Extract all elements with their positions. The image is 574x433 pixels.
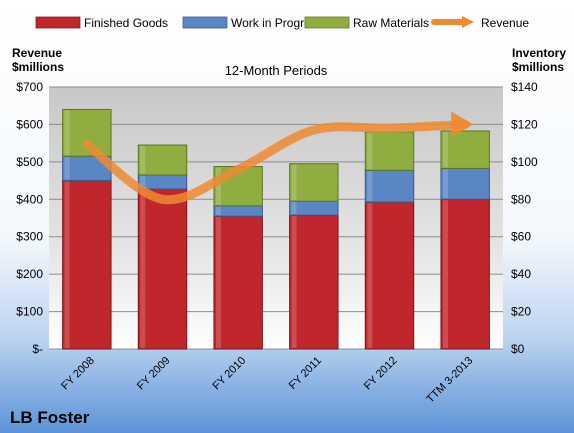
legend: Finished Goods Work in Progress Raw Mate… xyxy=(35,16,529,30)
bar-highlight xyxy=(140,189,146,348)
bar-highlight xyxy=(64,181,70,348)
left-tick-label: $200 xyxy=(16,267,43,281)
bar-highlight xyxy=(291,164,297,201)
left-axis-title-line2: $millions xyxy=(12,60,64,74)
revenue-point xyxy=(86,143,88,145)
bar-highlight xyxy=(215,167,221,205)
right-tick-label: $80 xyxy=(511,192,531,206)
right-tick-label: $100 xyxy=(511,155,538,169)
bar-finished-goods xyxy=(137,188,188,350)
right-axis: $0 $20 $40 $60 $80 $100 $120 $140 xyxy=(511,80,538,356)
bar-highlight xyxy=(442,169,448,199)
bar-finished-goods xyxy=(440,198,490,350)
revenue-point xyxy=(464,123,466,125)
right-axis-title-line1: Inventory xyxy=(512,46,566,60)
legend-label-raw-materials: Raw Materials xyxy=(353,16,429,30)
bar-finished-goods xyxy=(289,214,339,350)
right-tick-label: $140 xyxy=(511,80,538,94)
legend-swatch-finished-goods xyxy=(35,16,81,29)
legend-label-finished-goods: Finished Goods xyxy=(84,16,168,30)
revenue-point xyxy=(237,168,239,170)
bar-work-in-progress xyxy=(364,169,415,203)
left-tick-label: $500 xyxy=(16,155,43,169)
company-name: LB Foster xyxy=(10,408,90,427)
revenue-line xyxy=(82,119,470,205)
revenue-point xyxy=(313,129,315,131)
left-tick-label: $300 xyxy=(16,230,43,244)
bar-highlight xyxy=(291,216,297,348)
bar-finished-goods xyxy=(213,215,263,350)
left-tick-label: $- xyxy=(32,342,43,356)
bar-raw-materials xyxy=(137,144,188,176)
bar-raw-materials xyxy=(289,163,339,202)
bar-work-in-progress xyxy=(440,167,490,200)
legend-swatch-raw-materials xyxy=(304,16,350,29)
left-tick-label: $100 xyxy=(16,305,43,319)
bar-highlight xyxy=(140,175,146,188)
legend-swatch-revenue-arrowhead xyxy=(462,16,474,28)
bar-highlight xyxy=(291,202,297,215)
bar-raw-materials xyxy=(440,130,490,169)
revenue-line-layer xyxy=(82,111,474,205)
bar-work-in-progress xyxy=(289,200,339,216)
right-axis-title-line2: $millions xyxy=(512,60,564,74)
bar-work-in-progress xyxy=(137,174,188,190)
legend-label-revenue: Revenue xyxy=(481,16,529,30)
bar-highlight xyxy=(442,200,448,348)
left-tick-label: $400 xyxy=(16,192,43,206)
revenue-point xyxy=(162,198,164,200)
revenue-point xyxy=(389,127,391,129)
legend-label-work-in-progress: Work in Progress xyxy=(231,16,323,30)
chart-title: 12-Month Periods xyxy=(225,63,328,78)
left-tick-label: $600 xyxy=(16,117,43,131)
left-axis: $- $100 $200 $300 $400 $500 $600 $700 xyxy=(16,80,43,356)
bar-highlight xyxy=(367,203,373,348)
bar-highlight xyxy=(140,146,146,174)
right-tick-label: $60 xyxy=(511,230,531,244)
bar-highlight xyxy=(367,171,373,202)
right-tick-label: $0 xyxy=(511,342,525,356)
bar-finished-goods xyxy=(364,201,415,350)
bar-highlight xyxy=(64,110,70,156)
right-tick-label: $120 xyxy=(511,117,538,131)
bar-highlight xyxy=(215,206,221,216)
bar-highlight xyxy=(367,132,373,170)
bar-highlight xyxy=(442,131,448,168)
right-tick-label: $40 xyxy=(511,267,531,281)
bar-highlight xyxy=(64,157,70,180)
revenue-arrowhead xyxy=(451,111,474,138)
bar-work-in-progress xyxy=(213,205,263,217)
bar-finished-goods xyxy=(62,180,112,350)
bar-highlight xyxy=(215,217,221,348)
left-axis-title-line1: Revenue xyxy=(12,46,62,60)
right-tick-label: $20 xyxy=(511,305,531,319)
bars xyxy=(62,108,490,350)
left-tick-label: $700 xyxy=(16,80,43,94)
bar-raw-materials xyxy=(364,131,415,171)
legend-swatch-work-in-progress xyxy=(182,16,228,29)
